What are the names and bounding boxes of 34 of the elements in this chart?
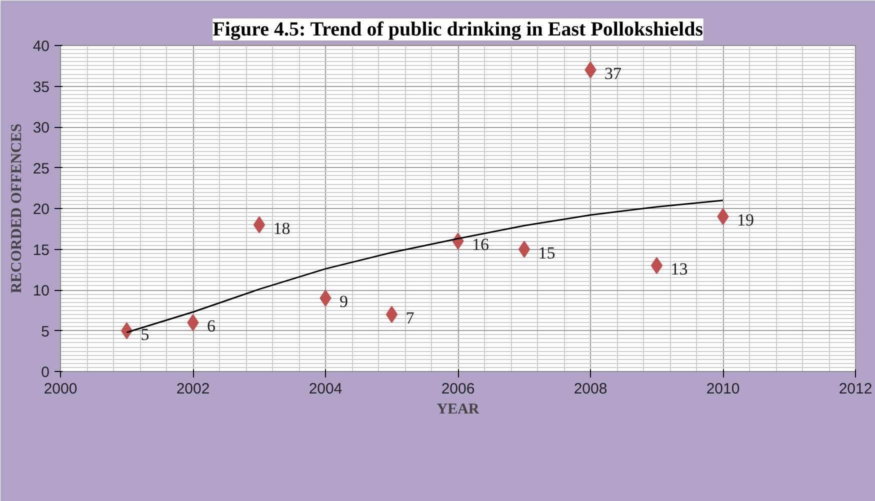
- point: [518, 240, 530, 258]
- y-axis-title: RECORDED OFFENCES: [8, 124, 25, 294]
- chart-title: Figure 4.5: Trend of public drinking in East Pollokshields: [212, 18, 704, 40]
- y-tick-label: 40: [32, 38, 50, 55]
- data-label: 18: [273, 218, 290, 238]
- y-tick-label: 5: [41, 323, 50, 340]
- y-tick-label: 20: [32, 201, 50, 218]
- data-label: 37: [604, 64, 622, 83]
- data-label: 7: [406, 308, 415, 328]
- y-tick-label: 30: [32, 120, 50, 136]
- data-label: 15: [538, 243, 556, 262]
- x-tick-label: 2006: [441, 380, 475, 398]
- x-tick-label: 2010: [706, 380, 740, 398]
- point: [386, 306, 398, 323]
- x-tick-label: 2012: [838, 380, 872, 398]
- point: [120, 322, 133, 340]
- y-tick-label: 25: [32, 160, 50, 178]
- y-tick-label: 10: [32, 282, 50, 300]
- x-tick-label: 2008: [574, 380, 608, 398]
- data-label: 16: [472, 235, 489, 254]
- x-tick-label: 2002: [176, 380, 210, 398]
- y-tick-label: 15: [32, 242, 50, 259]
- x-tick-label: 2000: [44, 380, 78, 398]
- y-tick-label: 35: [32, 78, 50, 96]
- data-label: 6: [207, 316, 216, 336]
- point: [650, 257, 663, 274]
- data-label: 19: [737, 210, 754, 230]
- data-label: 9: [340, 292, 348, 312]
- x-tick-label: 2004: [308, 380, 342, 398]
- data-label: 13: [670, 260, 688, 279]
- x-axis-title: YEAR: [436, 402, 480, 418]
- y-tick-label: 0: [41, 364, 50, 381]
- data-label: 5: [140, 324, 150, 344]
- point: [253, 216, 266, 234]
